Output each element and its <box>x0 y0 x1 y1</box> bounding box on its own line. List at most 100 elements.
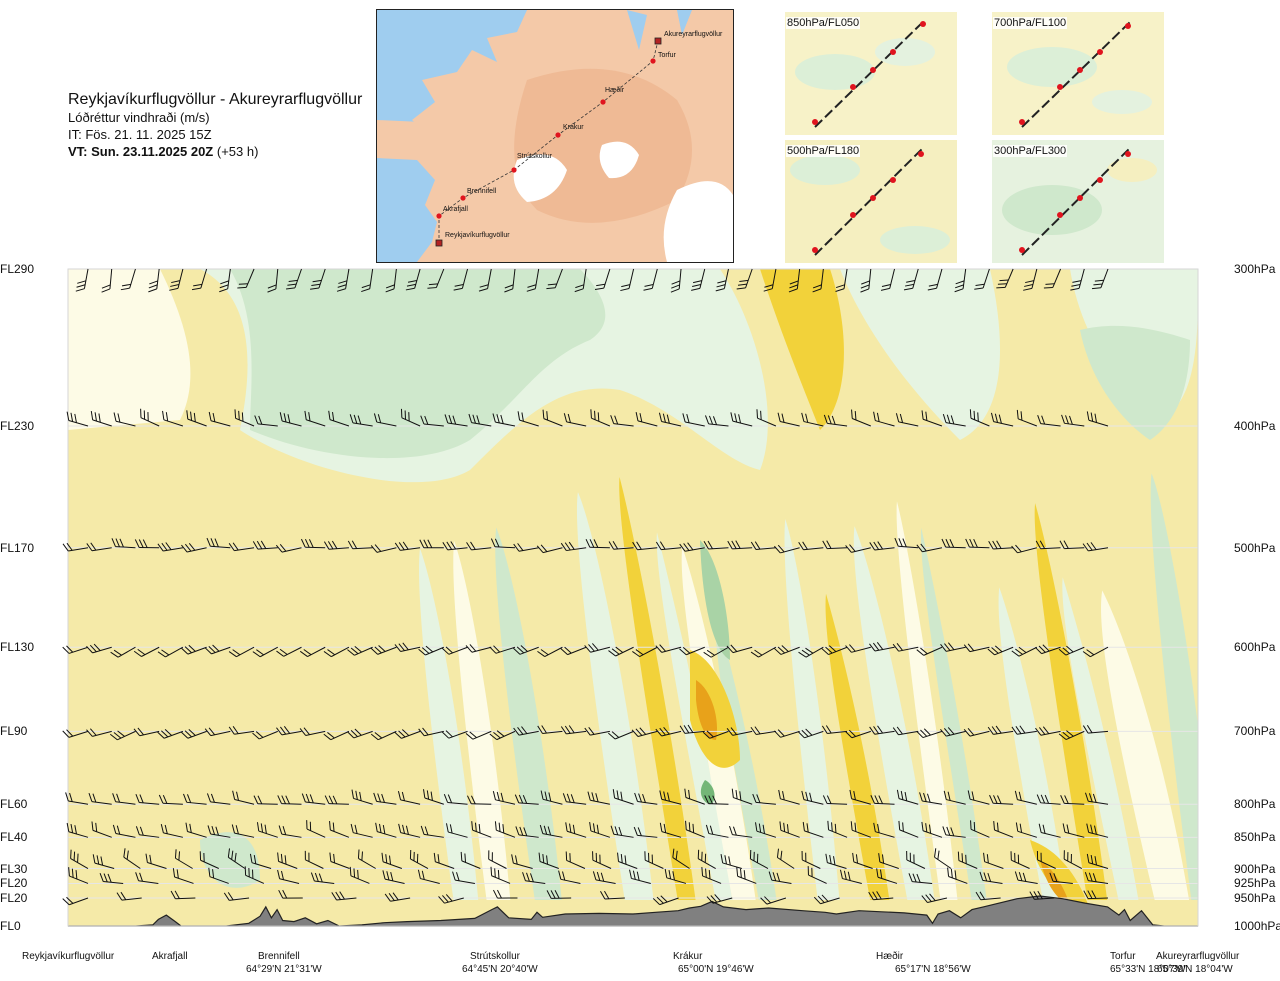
wind-barb <box>199 851 219 869</box>
wind-barb <box>135 872 159 884</box>
wind-barb <box>774 645 800 655</box>
low-downdraft-torfur <box>1030 840 1090 910</box>
wind-barb <box>850 821 871 838</box>
wind-barb <box>542 409 563 427</box>
wind-barb <box>409 849 429 869</box>
wind-barb <box>731 788 753 805</box>
wind-barb <box>373 413 397 427</box>
wind-barb <box>75 268 89 292</box>
upper-updraft-core <box>230 269 606 459</box>
map-waypoint-marker <box>460 195 466 201</box>
fjord-north <box>627 10 647 50</box>
wind-barb <box>869 541 895 551</box>
wind-barb <box>148 268 160 293</box>
wind-barb <box>65 792 89 805</box>
wind-barb <box>701 867 722 884</box>
wind-barb <box>285 268 302 290</box>
waypoint-coord: 64°45'N 20°40'W <box>462 964 538 975</box>
wind-barb <box>116 891 142 901</box>
wind-barb <box>776 848 795 869</box>
plot-frame <box>67 268 1199 927</box>
wind-barb <box>244 866 265 884</box>
route-line-group <box>435 37 662 247</box>
wind-barb <box>823 414 848 427</box>
low-downdraft-torfur-core <box>1040 860 1070 905</box>
wind-barb <box>643 268 658 291</box>
waypoint-name: Reykjavíkurflugvöllur <box>22 951 115 962</box>
wind-barb <box>560 541 587 552</box>
lee-downdraft <box>690 650 740 768</box>
wind-barb <box>133 727 160 737</box>
pressure-level-label: 700hPa <box>1234 724 1276 739</box>
wind-barb <box>186 410 207 427</box>
wind-barb <box>788 268 801 293</box>
waypoint-coord: 65°17'N 18°56'W <box>895 964 971 975</box>
wind-barb <box>608 730 634 740</box>
panel-500: 500hPa/FL180 <box>785 140 957 263</box>
map-label: Reykjavíkurflugvöllur <box>445 232 510 239</box>
wind-barb <box>983 852 1004 869</box>
map-waypoint-marker <box>436 213 442 219</box>
wind-barb <box>702 730 729 739</box>
wind-barb <box>652 895 679 906</box>
wind-barb <box>705 824 729 838</box>
wind-barb <box>453 268 469 291</box>
wind-barb <box>975 891 1001 901</box>
wind-barb <box>546 268 563 290</box>
wind-barb <box>88 792 112 805</box>
wind-barb <box>801 412 824 427</box>
wind-barb <box>208 411 231 427</box>
wind-barb <box>894 537 919 549</box>
wind-barb <box>522 872 546 884</box>
wind-barb <box>204 644 231 655</box>
wind-barb <box>1084 792 1109 805</box>
route-title: Reykjavíkurflugvöllur - Akureyrarflugvöl… <box>68 91 363 108</box>
wind-barb <box>634 792 658 805</box>
panel-700-map <box>992 12 1164 135</box>
wind-barb <box>658 412 682 427</box>
wind-barb <box>878 853 899 869</box>
wind-barb <box>560 646 587 656</box>
wind-barb <box>726 727 753 736</box>
wind-barb <box>845 729 871 739</box>
wind-barb <box>181 543 207 553</box>
wind-barb <box>574 268 587 293</box>
valid-lead: (+53 h) <box>216 144 259 159</box>
wind-barb <box>112 824 136 838</box>
wind-barb <box>916 646 943 656</box>
waypoint-name: Akrafjall <box>152 951 188 962</box>
wind-barb <box>62 729 89 738</box>
fjord-east <box>677 10 692 35</box>
wind-barb <box>916 728 943 739</box>
wind-barb <box>672 848 690 869</box>
wind-barb <box>895 413 919 427</box>
wind-barb <box>1086 411 1109 427</box>
wind-barb <box>750 726 776 736</box>
wind-barb <box>592 871 616 884</box>
wind-barb <box>370 645 397 655</box>
wind-barb <box>206 537 231 549</box>
wind-barb <box>445 823 468 838</box>
wind-barb <box>323 646 350 658</box>
wave-band <box>1101 590 1190 900</box>
flight-level-label: FL20 <box>0 876 28 891</box>
wind-barb <box>489 645 516 654</box>
wind-barb <box>755 822 777 838</box>
wind-barb <box>492 413 516 427</box>
wind-barb <box>727 540 753 550</box>
wind-barb <box>504 268 516 293</box>
wind-barb <box>539 824 563 838</box>
glacier-langjokull <box>513 154 567 202</box>
flight-level-label: FL60 <box>0 797 28 812</box>
pressure-level-label: 400hPa <box>1234 418 1276 433</box>
wind-barb <box>726 644 753 654</box>
wind-barb <box>730 412 753 427</box>
wind-barb <box>812 268 824 293</box>
wind-barb <box>111 538 136 549</box>
wave-band <box>715 607 777 900</box>
panel-500-label: 500hPa/FL180 <box>786 145 861 157</box>
wind-barb <box>644 851 664 869</box>
wind-barb <box>62 645 89 654</box>
wind-barb <box>207 825 231 838</box>
wind-barb <box>703 646 729 658</box>
